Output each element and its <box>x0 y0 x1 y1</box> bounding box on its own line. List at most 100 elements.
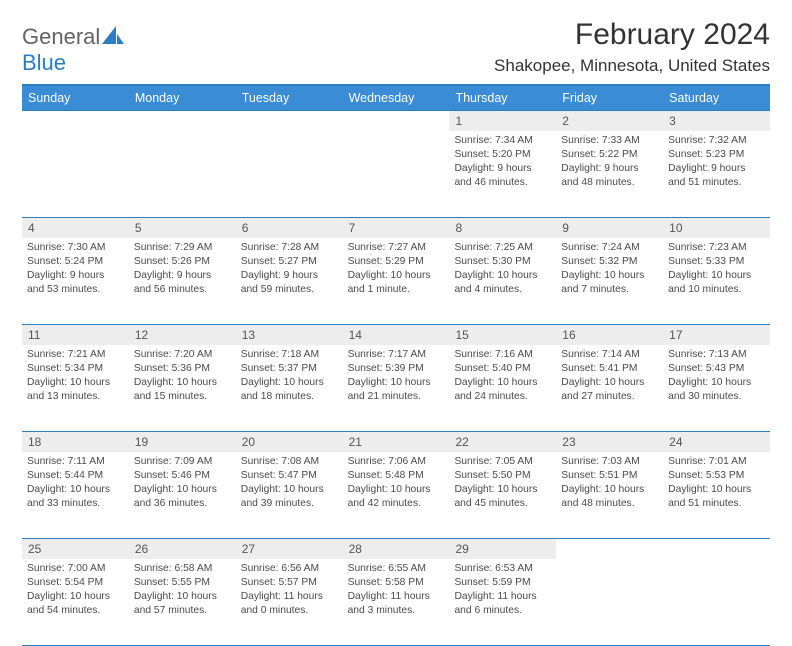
week-block: 45678910 Sunrise: 7:30 AMSunset: 5:24 PM D… <box>22 217 770 324</box>
day-number: 7 <box>343 218 450 238</box>
week-body-row: Sunrise: 7:30 AMSunset: 5:24 PM Daylight:… <box>22 238 770 324</box>
week-block: 11121314151617Sunrise: 7:21 AMSunset: 5:… <box>22 324 770 431</box>
day-cell: Sunrise: 7:27 AMSunset: 5:29 PMDaylight:… <box>343 238 450 324</box>
day-cell <box>22 131 129 217</box>
day-dayl1: Daylight: 9 hours <box>561 162 658 176</box>
day-cell: Sunrise: 7:34 AMSunset: 5:20 PMDaylight:… <box>449 131 556 217</box>
week-body-row: Sunrise: 7:21 AMSunset: 5:34 PMDaylight:… <box>22 345 770 431</box>
day-sunrise: Sunrise: 7:24 AM <box>561 241 658 255</box>
day-number: 20 <box>236 432 343 452</box>
day-sunrise: Sunrise: 7:11 AM <box>27 455 124 469</box>
week-body-row: Sunrise: 7:34 AMSunset: 5:20 PMDaylight:… <box>22 131 770 217</box>
week-block: 2526272829Sunrise: 7:00 AMSunset: 5:54 P… <box>22 538 770 645</box>
day-number <box>663 539 770 559</box>
day-dayl1: Daylight: 10 hours <box>668 483 765 497</box>
week-number-row: 45678910 <box>22 218 770 238</box>
title-block: February 2024 Shakopee, Minnesota, Unite… <box>494 18 770 76</box>
day-dayl2: and 57 minutes. <box>134 604 231 618</box>
day-sunrise: Sunrise: 7:01 AM <box>668 455 765 469</box>
day-header-fri: Friday <box>556 86 663 110</box>
day-cell <box>343 131 450 217</box>
week-number-row: 18192021222324 <box>22 432 770 452</box>
day-number: 23 <box>556 432 663 452</box>
day-dayl1: Daylight: 10 hours <box>27 483 124 497</box>
day-number <box>343 111 450 131</box>
day-number: 5 <box>129 218 236 238</box>
day-dayl2: and 51 minutes. <box>668 497 765 511</box>
day-cell: Sunrise: 7:29 AMSunset: 5:26 PMDaylight:… <box>129 238 236 324</box>
day-dayl1: Daylight: 10 hours <box>454 483 551 497</box>
day-header-tue: Tuesday <box>236 86 343 110</box>
day-sunrise: Sunrise: 7:30 AM <box>27 241 124 255</box>
day-number: 1 <box>449 111 556 131</box>
day-dayl2: and 48 minutes. <box>561 176 658 190</box>
day-sunset: Sunset: 5:41 PM <box>561 362 658 376</box>
day-dayl1: Daylight: 9 hours <box>134 269 231 283</box>
day-sunset: Sunset: 5:47 PM <box>241 469 338 483</box>
week-body-row: Sunrise: 7:00 AMSunset: 5:54 PMDaylight:… <box>22 559 770 645</box>
day-sunset: Sunset: 5:30 PM <box>454 255 551 269</box>
day-cell: Sunrise: 7:32 AMSunset: 5:23 PMDaylight:… <box>663 131 770 217</box>
day-cell: Sunrise: 7:11 AMSunset: 5:44 PMDaylight:… <box>22 452 129 538</box>
day-cell <box>556 559 663 645</box>
day-dayl1: Daylight: 11 hours <box>241 590 338 604</box>
day-cell: Sunrise: 7:28 AMSunset: 5:27 PMDaylight:… <box>236 238 343 324</box>
day-sunrise: Sunrise: 7:28 AM <box>241 241 338 255</box>
day-number: 29 <box>449 539 556 559</box>
day-dayl2: and 51 minutes. <box>668 176 765 190</box>
week-block: 18192021222324Sunrise: 7:11 AMSunset: 5:… <box>22 431 770 538</box>
day-cell: Sunrise: 7:18 AMSunset: 5:37 PMDaylight:… <box>236 345 343 431</box>
day-number: 2 <box>556 111 663 131</box>
day-sunset: Sunset: 5:24 PM <box>27 255 124 269</box>
calendar: Sunday Monday Tuesday Wednesday Thursday… <box>22 84 770 646</box>
day-sunset: Sunset: 5:36 PM <box>134 362 231 376</box>
day-sunset: Sunset: 5:57 PM <box>241 576 338 590</box>
day-header-sun: Sunday <box>22 86 129 110</box>
day-sunrise: Sunrise: 7:05 AM <box>454 455 551 469</box>
day-sunrise: Sunrise: 7:27 AM <box>348 241 445 255</box>
day-sunset: Sunset: 5:39 PM <box>348 362 445 376</box>
day-dayl2: and 0 minutes. <box>241 604 338 618</box>
day-sunset: Sunset: 5:34 PM <box>27 362 124 376</box>
day-sunrise: Sunrise: 6:55 AM <box>348 562 445 576</box>
day-sunrise: Sunrise: 7:00 AM <box>27 562 124 576</box>
week-number-row: 2526272829 <box>22 539 770 559</box>
day-dayl1: Daylight: 9 hours <box>241 269 338 283</box>
day-number: 3 <box>663 111 770 131</box>
day-dayl1: Daylight: 10 hours <box>561 483 658 497</box>
day-number: 18 <box>22 432 129 452</box>
day-cell: Sunrise: 6:56 AMSunset: 5:57 PMDaylight:… <box>236 559 343 645</box>
day-cell <box>663 559 770 645</box>
day-number <box>22 111 129 131</box>
day-dayl2: and 15 minutes. <box>134 390 231 404</box>
logo-general: General <box>22 24 100 49</box>
day-sunset: Sunset: 5:37 PM <box>241 362 338 376</box>
day-sunset: Sunset: 5:59 PM <box>454 576 551 590</box>
day-sunset: Sunset: 5:33 PM <box>668 255 765 269</box>
day-number: 21 <box>343 432 450 452</box>
day-sunset: Sunset: 5:26 PM <box>134 255 231 269</box>
logo: General Blue <box>22 18 124 76</box>
day-sunrise: Sunrise: 7:16 AM <box>454 348 551 362</box>
day-cell: Sunrise: 7:23 AMSunset: 5:33 PMDaylight:… <box>663 238 770 324</box>
day-sunset: Sunset: 5:40 PM <box>454 362 551 376</box>
logo-text: General Blue <box>22 24 124 76</box>
day-dayl1: Daylight: 10 hours <box>27 376 124 390</box>
day-dayl2: and 33 minutes. <box>27 497 124 511</box>
day-number <box>556 539 663 559</box>
week-number-row: 11121314151617 <box>22 325 770 345</box>
day-number: 26 <box>129 539 236 559</box>
day-cell: Sunrise: 7:16 AMSunset: 5:40 PMDaylight:… <box>449 345 556 431</box>
day-number: 25 <box>22 539 129 559</box>
day-dayl2: and 3 minutes. <box>348 604 445 618</box>
day-dayl1: Daylight: 10 hours <box>134 483 231 497</box>
day-dayl2: and 18 minutes. <box>241 390 338 404</box>
week-block: 123 Sunrise: 7:34 AMSunset: 5:20 PMDaylig… <box>22 110 770 217</box>
day-sunrise: Sunrise: 6:56 AM <box>241 562 338 576</box>
day-dayl1: Daylight: 10 hours <box>454 376 551 390</box>
day-sunrise: Sunrise: 7:33 AM <box>561 134 658 148</box>
day-dayl2: and 13 minutes. <box>27 390 124 404</box>
day-dayl1: Daylight: 10 hours <box>348 269 445 283</box>
day-sunset: Sunset: 5:58 PM <box>348 576 445 590</box>
day-number: 9 <box>556 218 663 238</box>
